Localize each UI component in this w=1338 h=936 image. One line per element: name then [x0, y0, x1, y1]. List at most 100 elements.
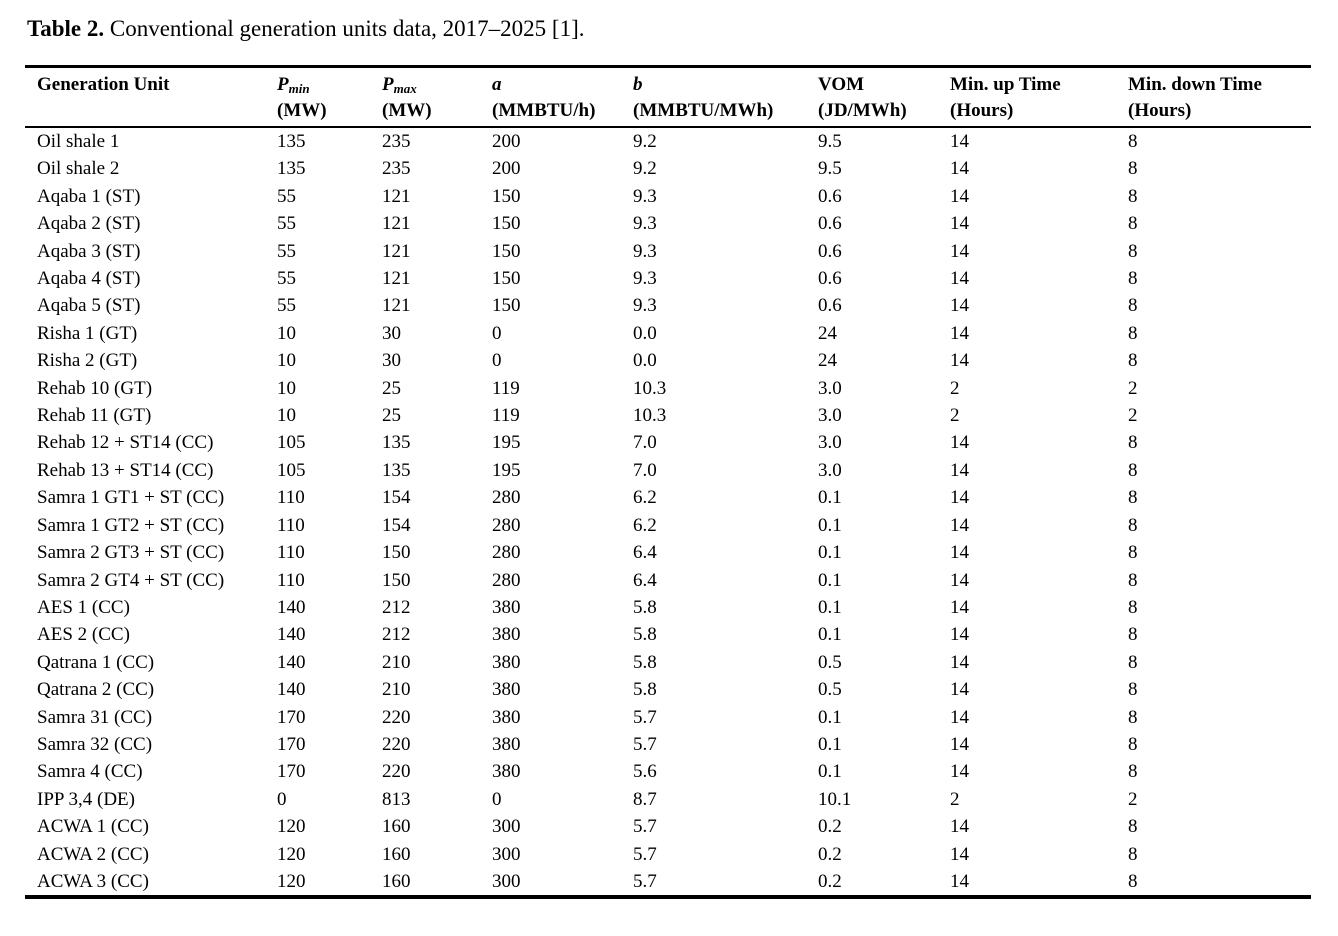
col-header-generation-unit: Generation Unit [25, 66, 265, 128]
cell-b-coefficient: 9.3 [633, 268, 657, 290]
table-row: Samra 32 (CC) 170 220 380 5.7 0.1 14 8 [25, 731, 1311, 758]
cell-a-coefficient: 150 [492, 295, 521, 317]
cell-min-down-time: 8 [1128, 131, 1138, 152]
cell-p-max: 150 [382, 542, 411, 564]
cell-generation-unit: Qatrana 2 (CC) [37, 679, 155, 701]
cell-a-coefficient: 150 [492, 213, 521, 235]
cell-min-up-time: 14 [950, 131, 969, 152]
cell-min-up-time: 2 [950, 377, 960, 399]
cell-p-max: 121 [382, 268, 411, 290]
table-body: Oil shale 1 135 235 200 9.2 9.5 14 8 Oil shale 2… [25, 127, 1311, 897]
cell-a-coefficient: 200 [492, 158, 521, 180]
table-row: Aqaba 4 (ST) 55 121 150 9.3 0.6 14 8 [25, 265, 1311, 292]
cell-min-down-time: 8 [1128, 514, 1138, 536]
cell-generation-unit: Oil shale 2 [37, 158, 120, 180]
cell-p-min: 110 [277, 542, 305, 564]
cell-vom: 10.1 [818, 788, 852, 810]
cell-min-down-time: 8 [1128, 240, 1138, 262]
cell-p-max: 30 [382, 350, 401, 372]
cell-generation-unit: Samra 2 GT4 + ST (CC) [37, 569, 225, 591]
cell-b-coefficient: 5.8 [633, 624, 657, 646]
cell-vom: 3.0 [818, 405, 842, 427]
cell-a-coefficient: 280 [492, 514, 521, 536]
cell-vom: 0.6 [818, 240, 842, 262]
cell-b-coefficient: 0.0 [633, 350, 657, 372]
cell-p-min: 135 [277, 131, 306, 152]
cell-b-coefficient: 8.7 [633, 788, 657, 810]
cell-p-min: 120 [277, 816, 306, 838]
table-row: AES 1 (CC) 140 212 380 5.8 0.1 14 8 [25, 594, 1311, 621]
cell-p-min: 170 [277, 761, 306, 783]
cell-p-min: 105 [277, 432, 306, 454]
cell-b-coefficient: 10.3 [633, 377, 667, 399]
cell-p-max: 121 [382, 295, 411, 317]
cell-generation-unit: AES 1 (CC) [37, 596, 130, 618]
cell-vom: 3.0 [818, 377, 842, 399]
cell-b-coefficient: 10.3 [633, 405, 667, 427]
cell-p-max: 121 [382, 240, 411, 262]
table-row: Qatrana 1 (CC) 140 210 380 5.8 0.5 14 8 [25, 649, 1311, 676]
cell-b-coefficient: 7.0 [633, 459, 657, 481]
cell-a-coefficient: 380 [492, 624, 521, 646]
col-header-b-coefficient: b (MMBTU/MWh) [621, 66, 806, 128]
cell-generation-unit: Risha 2 (GT) [37, 350, 138, 372]
cell-min-up-time: 14 [950, 624, 969, 646]
cell-p-min: 140 [277, 651, 306, 673]
cell-vom: 0.1 [818, 624, 842, 646]
table-row: Qatrana 2 (CC) 140 210 380 5.8 0.5 14 8 [25, 676, 1311, 703]
cell-a-coefficient: 380 [492, 596, 521, 618]
cell-min-up-time: 14 [950, 596, 969, 618]
cell-vom: 0.1 [818, 487, 842, 509]
cell-min-down-time: 8 [1128, 158, 1138, 180]
cell-b-coefficient: 9.2 [633, 158, 657, 180]
cell-min-up-time: 14 [950, 843, 969, 865]
cell-vom: 0.1 [818, 542, 842, 564]
cell-min-down-time: 8 [1128, 295, 1138, 317]
cell-min-up-time: 14 [950, 295, 969, 317]
cell-p-min: 110 [277, 514, 305, 536]
cell-generation-unit: Aqaba 3 (ST) [37, 240, 141, 262]
cell-p-max: 235 [382, 158, 411, 180]
cell-min-up-time: 14 [950, 432, 969, 454]
cell-b-coefficient: 9.3 [633, 185, 657, 207]
cell-vom: 0.1 [818, 596, 842, 618]
cell-vom: 9.5 [818, 131, 842, 152]
table-row: ACWA 1 (CC) 120 160 300 5.7 0.2 14 8 [25, 813, 1311, 840]
cell-a-coefficient: 280 [492, 487, 521, 509]
cell-vom: 0.2 [818, 816, 842, 838]
cell-min-down-time: 8 [1128, 679, 1138, 701]
cell-p-max: 135 [382, 459, 411, 481]
cell-generation-unit: Rehab 13 + ST14 (CC) [37, 459, 214, 481]
cell-a-coefficient: 119 [492, 377, 520, 399]
table-row: Samra 1 GT1 + ST (CC) 110 154 280 6.2 0.1 14 8 [25, 484, 1311, 511]
table-row: Aqaba 3 (ST) 55 121 150 9.3 0.6 14 8 [25, 238, 1311, 265]
cell-min-down-time: 8 [1128, 843, 1138, 865]
cell-min-up-time: 14 [950, 240, 969, 262]
cell-generation-unit: Aqaba 4 (ST) [37, 268, 141, 290]
cell-generation-unit: Rehab 11 (GT) [37, 405, 152, 427]
cell-vom: 9.5 [818, 158, 842, 180]
cell-vom: 24 [818, 350, 837, 372]
col-header-vom: VOM (JD/MWh) [806, 66, 938, 128]
cell-min-up-time: 14 [950, 761, 969, 783]
cell-b-coefficient: 9.2 [633, 131, 657, 152]
cell-p-max: 212 [382, 624, 411, 646]
cell-p-max: 210 [382, 651, 411, 673]
cell-vom: 0.2 [818, 843, 842, 865]
col-header-p-max: Pmax (MW) [370, 66, 480, 128]
cell-vom: 0.1 [818, 514, 842, 536]
cell-min-up-time: 14 [950, 679, 969, 701]
table-row: Samra 2 GT3 + ST (CC) 110 150 280 6.4 0.1 14 8 [25, 539, 1311, 566]
cell-b-coefficient: 6.2 [633, 487, 657, 509]
cell-min-down-time: 8 [1128, 706, 1138, 728]
header-row: Generation Unit Pmin (MW) Pmax (MW) a (M… [25, 66, 1311, 128]
cell-vom: 24 [818, 322, 837, 344]
cell-p-max: 160 [382, 843, 411, 865]
cell-generation-unit: AES 2 (CC) [37, 624, 130, 646]
cell-p-max: 220 [382, 761, 411, 783]
cell-min-down-time: 8 [1128, 870, 1138, 892]
cell-min-up-time: 14 [950, 459, 969, 481]
cell-generation-unit: Aqaba 2 (ST) [37, 213, 141, 235]
cell-b-coefficient: 6.4 [633, 569, 657, 591]
cell-generation-unit: ACWA 3 (CC) [37, 870, 149, 892]
